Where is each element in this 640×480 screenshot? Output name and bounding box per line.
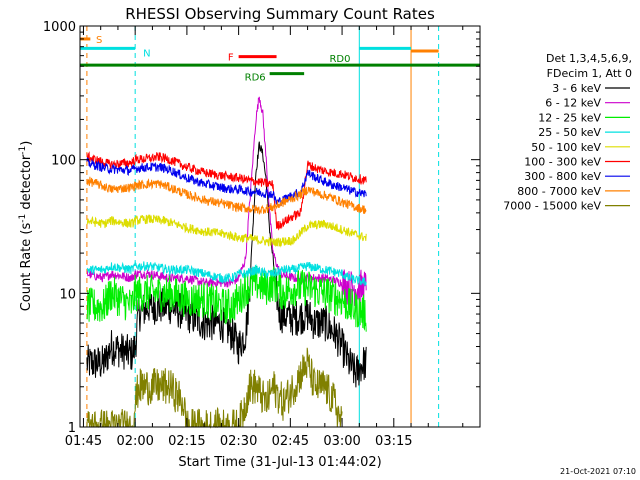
footer-timestamp: 21-Oct-2021 07:10: [560, 467, 636, 476]
flag-label: N: [143, 48, 150, 59]
x-tick-label: 02:30: [220, 434, 257, 449]
x-axis-label: Start Time (31-Jul-13 01:44:02): [178, 455, 381, 470]
y-axis-label-part: detector: [19, 154, 34, 214]
series-line: [86, 156, 367, 206]
legend-label: 50 - 100 keV: [531, 141, 601, 154]
y-axis-label: Count Rate (s-1 detector-1): [18, 141, 34, 312]
legend: Det 1,3,4,5,6,9, FDecim 1, Att 0 3 - 6 k…: [503, 52, 632, 213]
y-axis-label-exp: -1: [18, 146, 28, 155]
legend-label: 3 - 6 keV: [552, 82, 601, 95]
flag-label: S: [96, 35, 102, 46]
x-tick-label: 02:45: [272, 434, 309, 449]
y-axis-label-part: ): [19, 141, 34, 146]
series-line: [86, 151, 367, 231]
series-line: [86, 261, 367, 286]
series-line: [86, 176, 367, 215]
x-tick-label: 01:45: [65, 434, 102, 449]
legend-header: Det 1,3,4,5,6,9,: [546, 52, 632, 65]
flag-label: RD6: [245, 73, 266, 84]
chart-title: RHESSI Observing Summary Count Rates: [125, 5, 435, 23]
series-line: [86, 214, 367, 248]
legend-label: 12 - 25 keV: [538, 111, 601, 124]
axes: 01:45 02:00 02:15 02:30 02:45 03:00 03:15 1 10 10…: [43, 20, 481, 449]
legend-header: FDecim 1, Att 0: [547, 67, 632, 80]
legend-label: 800 - 7000 keV: [517, 185, 601, 198]
legend-label: 7000 - 15000 keV: [503, 200, 601, 213]
plot-content: S N F RD0 RD6: [79, 26, 480, 429]
y-tick-label: 1: [68, 421, 76, 436]
series-line: [86, 265, 367, 332]
x-tick-label: 02:00: [116, 434, 153, 449]
x-tick-label: 03:00: [323, 434, 360, 449]
flag-label: F: [228, 53, 234, 64]
y-tick-label: 1000: [43, 20, 76, 35]
y-tick-label: 100: [51, 154, 76, 169]
legend-label: 25 - 50 keV: [538, 126, 601, 139]
legend-label: 6 - 12 keV: [545, 97, 601, 110]
x-tick-label: 02:15: [168, 434, 205, 449]
legend-label: 300 - 800 keV: [524, 170, 601, 183]
legend-label: 100 - 300 keV: [524, 156, 601, 169]
y-axis-label-exp: -1: [18, 214, 28, 223]
x-tick-label: 03:15: [375, 434, 412, 449]
flag-label: RD0: [329, 54, 350, 65]
plot-frame: [79, 25, 481, 428]
y-axis-label-part: Count Rate (s: [19, 223, 34, 312]
y-tick-label: 10: [59, 287, 76, 302]
